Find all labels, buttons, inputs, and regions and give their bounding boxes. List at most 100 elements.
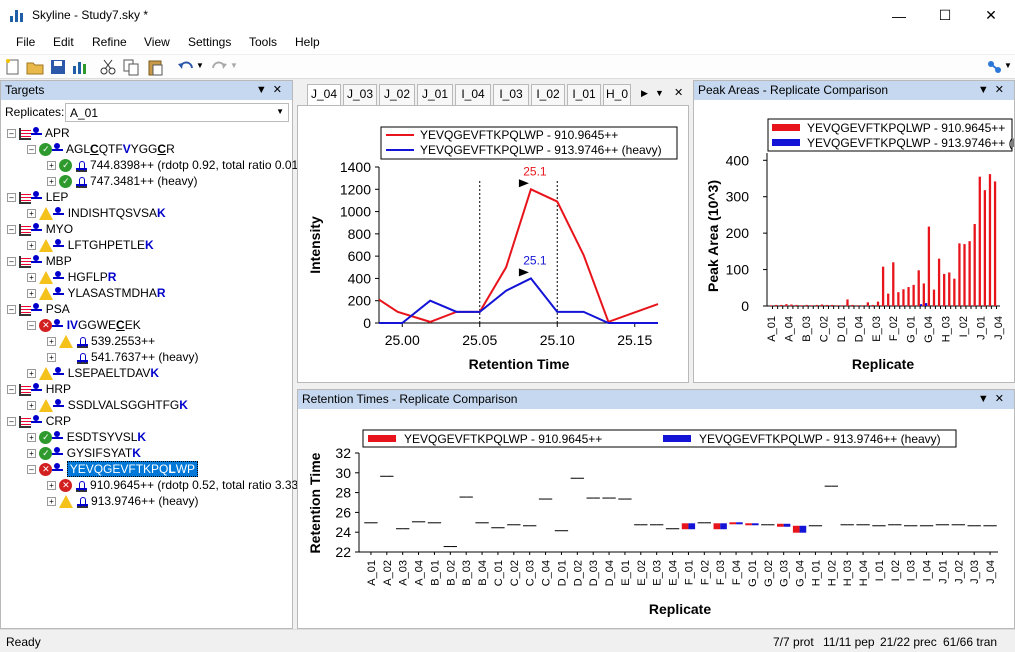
- undo-dropdown-icon[interactable]: ▼: [196, 61, 204, 70]
- rt-bar-heavy: [656, 524, 664, 526]
- tab-i03[interactable]: I_03: [493, 84, 529, 105]
- expand-icon[interactable]: +: [27, 401, 36, 411]
- tree-peptide[interactable]: + ✓ ESDTSYVSLK: [27, 429, 146, 445]
- tab-j01[interactable]: J_01: [417, 84, 453, 105]
- tab-list-icon[interactable]: ▼: [655, 88, 664, 98]
- open-folder-icon[interactable]: [26, 58, 44, 76]
- tab-i01[interactable]: I_01: [567, 84, 601, 105]
- peak-areas-chart[interactable]: 0 100 200 300 400 A_01 A_04 B_03 C_02 D_01 D_04 E_0…: [694, 101, 1014, 382]
- collapse-icon[interactable]: –: [7, 305, 16, 315]
- x-axis-label: Replicate: [852, 356, 914, 372]
- expand-icon[interactable]: +: [27, 289, 36, 299]
- menu-refine[interactable]: Refine: [92, 35, 127, 49]
- expand-icon[interactable]: +: [47, 177, 56, 187]
- warning-icon: [39, 287, 54, 301]
- peak-areas-pin-close[interactable]: ▼✕: [977, 84, 1010, 96]
- expand-icon[interactable]: +: [27, 449, 36, 459]
- collapse-icon[interactable]: –: [7, 193, 16, 203]
- collapse-icon[interactable]: –: [7, 225, 16, 235]
- expand-icon[interactable]: +: [47, 481, 56, 491]
- cut-icon[interactable]: [99, 58, 117, 76]
- expand-icon[interactable]: +: [27, 209, 36, 219]
- tree-peptide[interactable]: + YLASASTMDHAR: [27, 285, 166, 301]
- expand-icon[interactable]: +: [47, 497, 56, 507]
- copy-icon[interactable]: [122, 58, 140, 76]
- undo-icon[interactable]: [177, 58, 195, 76]
- expand-icon[interactable]: +: [47, 353, 56, 363]
- tree-protein-psa[interactable]: – PSA: [7, 301, 70, 317]
- tree-peptide[interactable]: – ✕ IVGGWECEK: [27, 317, 141, 333]
- collapse-icon[interactable]: –: [27, 145, 36, 155]
- retention-times-chart[interactable]: 22 24 26 28 30 32 A_01 A_02 A_03 A_04 B_01 B_02 B_03…: [298, 410, 1014, 628]
- targets-pin-close[interactable]: ▼✕: [255, 84, 288, 96]
- tree-precursor[interactable]: + 539.2553++: [47, 333, 155, 349]
- warning-icon: [59, 335, 74, 349]
- peak-marker-icon: [518, 179, 529, 188]
- chromatogram-chart[interactable]: 0 200 400 600 800 1000 1200 1400 25.00 25.05 25.10…: [298, 106, 688, 382]
- collapse-icon[interactable]: –: [7, 257, 16, 267]
- tab-h0[interactable]: H_0: [603, 84, 631, 105]
- tree-peptide[interactable]: + SSDLVALSGGHTFGK: [27, 397, 188, 413]
- tree-protein-hrp[interactable]: – HRP: [7, 381, 71, 397]
- tab-i04[interactable]: I_04: [455, 84, 491, 105]
- y-tick-label: 22: [335, 544, 351, 560]
- collapse-icon[interactable]: –: [7, 417, 16, 427]
- rt-bar-light: [967, 525, 975, 527]
- tree-precursor[interactable]: + ✓ 747.3481++ (heavy): [47, 173, 197, 189]
- tab-j04[interactable]: J_04: [307, 84, 341, 105]
- expand-icon[interactable]: +: [47, 337, 56, 347]
- expand-icon[interactable]: +: [27, 369, 36, 379]
- tree-peptide[interactable]: + INDISHTQSVSAK: [27, 205, 166, 221]
- expand-icon[interactable]: +: [27, 433, 36, 443]
- tree-precursor[interactable]: + ✕ 910.9645++ (rdotp 0.52, total ratio …: [47, 477, 302, 493]
- tree-peptide[interactable]: + HGFLPR: [27, 269, 116, 285]
- paste-icon[interactable]: [146, 58, 164, 76]
- menu-file[interactable]: File: [16, 35, 36, 49]
- menu-edit[interactable]: Edit: [53, 35, 74, 49]
- expand-icon[interactable]: +: [27, 273, 36, 283]
- tab-j03[interactable]: J_03: [343, 84, 377, 105]
- tree-peptide[interactable]: + LFTGHPETLEK: [27, 237, 154, 253]
- retention-times-pin-close[interactable]: ▼✕: [977, 393, 1010, 405]
- tree-precursor[interactable]: + ✓ 744.8398++ (rdotp 0.92, total ratio …: [47, 157, 302, 173]
- menu-tools[interactable]: Tools: [249, 35, 278, 49]
- tab-scroll-right-icon[interactable]: ▶: [641, 88, 648, 98]
- tab-close-icon[interactable]: ✕: [674, 87, 684, 99]
- menu-help[interactable]: Help: [295, 35, 320, 49]
- new-file-icon[interactable]: [4, 58, 22, 76]
- connect-dropdown-icon[interactable]: ▼: [1004, 61, 1012, 70]
- tree-peptide[interactable]: + LSEPAELTDAVK: [27, 365, 159, 381]
- tab-i02[interactable]: I_02: [531, 84, 565, 105]
- tree-peptide-selected[interactable]: – ✕ YEVQGEVFTKPQLWP: [27, 461, 199, 477]
- collapse-icon[interactable]: –: [27, 321, 36, 331]
- maximize-button[interactable]: ☐: [938, 7, 952, 23]
- tree-peptide[interactable]: + ✓ GYSIFSYATK: [27, 445, 141, 461]
- collapse-icon[interactable]: –: [7, 129, 16, 139]
- rt-bar-light: [618, 498, 625, 500]
- save-icon[interactable]: [49, 58, 67, 76]
- collapse-icon[interactable]: –: [7, 385, 16, 395]
- redo-icon[interactable]: [210, 58, 228, 76]
- tree-protein-mbp[interactable]: – MBP: [7, 253, 72, 269]
- tree-protein-crp[interactable]: – CRP: [7, 413, 71, 429]
- expand-icon[interactable]: +: [47, 161, 56, 171]
- tree-protein-lep[interactable]: – LEP: [7, 189, 68, 205]
- tree-precursor[interactable]: + 541.7637++ (heavy): [47, 349, 198, 365]
- tree-precursor[interactable]: + 913.9746++ (heavy): [47, 493, 198, 509]
- menu-settings[interactable]: Settings: [188, 35, 232, 49]
- rt-bar-heavy: [815, 525, 823, 527]
- collapse-icon[interactable]: –: [27, 465, 36, 475]
- replicates-dropdown[interactable]: A_01 ▼: [65, 103, 289, 122]
- selected-peptide-label[interactable]: YEVQGEVFTKPQLWP: [66, 461, 199, 477]
- publish-icon[interactable]: [71, 58, 89, 76]
- tab-j02[interactable]: J_02: [379, 84, 415, 105]
- tree-protein-apr[interactable]: – APR: [7, 125, 70, 141]
- menu-view[interactable]: View: [144, 35, 170, 49]
- close-button[interactable]: ✕: [985, 7, 997, 23]
- tree-peptide[interactable]: – ✓ AGLCQTFVYGGCR: [27, 141, 175, 157]
- tree-protein-myo[interactable]: – MYO: [7, 221, 73, 237]
- minimize-button[interactable]: —: [892, 7, 906, 24]
- connect-icon[interactable]: [986, 58, 1004, 76]
- redo-dropdown-icon[interactable]: ▼: [230, 61, 238, 70]
- expand-icon[interactable]: +: [27, 241, 36, 251]
